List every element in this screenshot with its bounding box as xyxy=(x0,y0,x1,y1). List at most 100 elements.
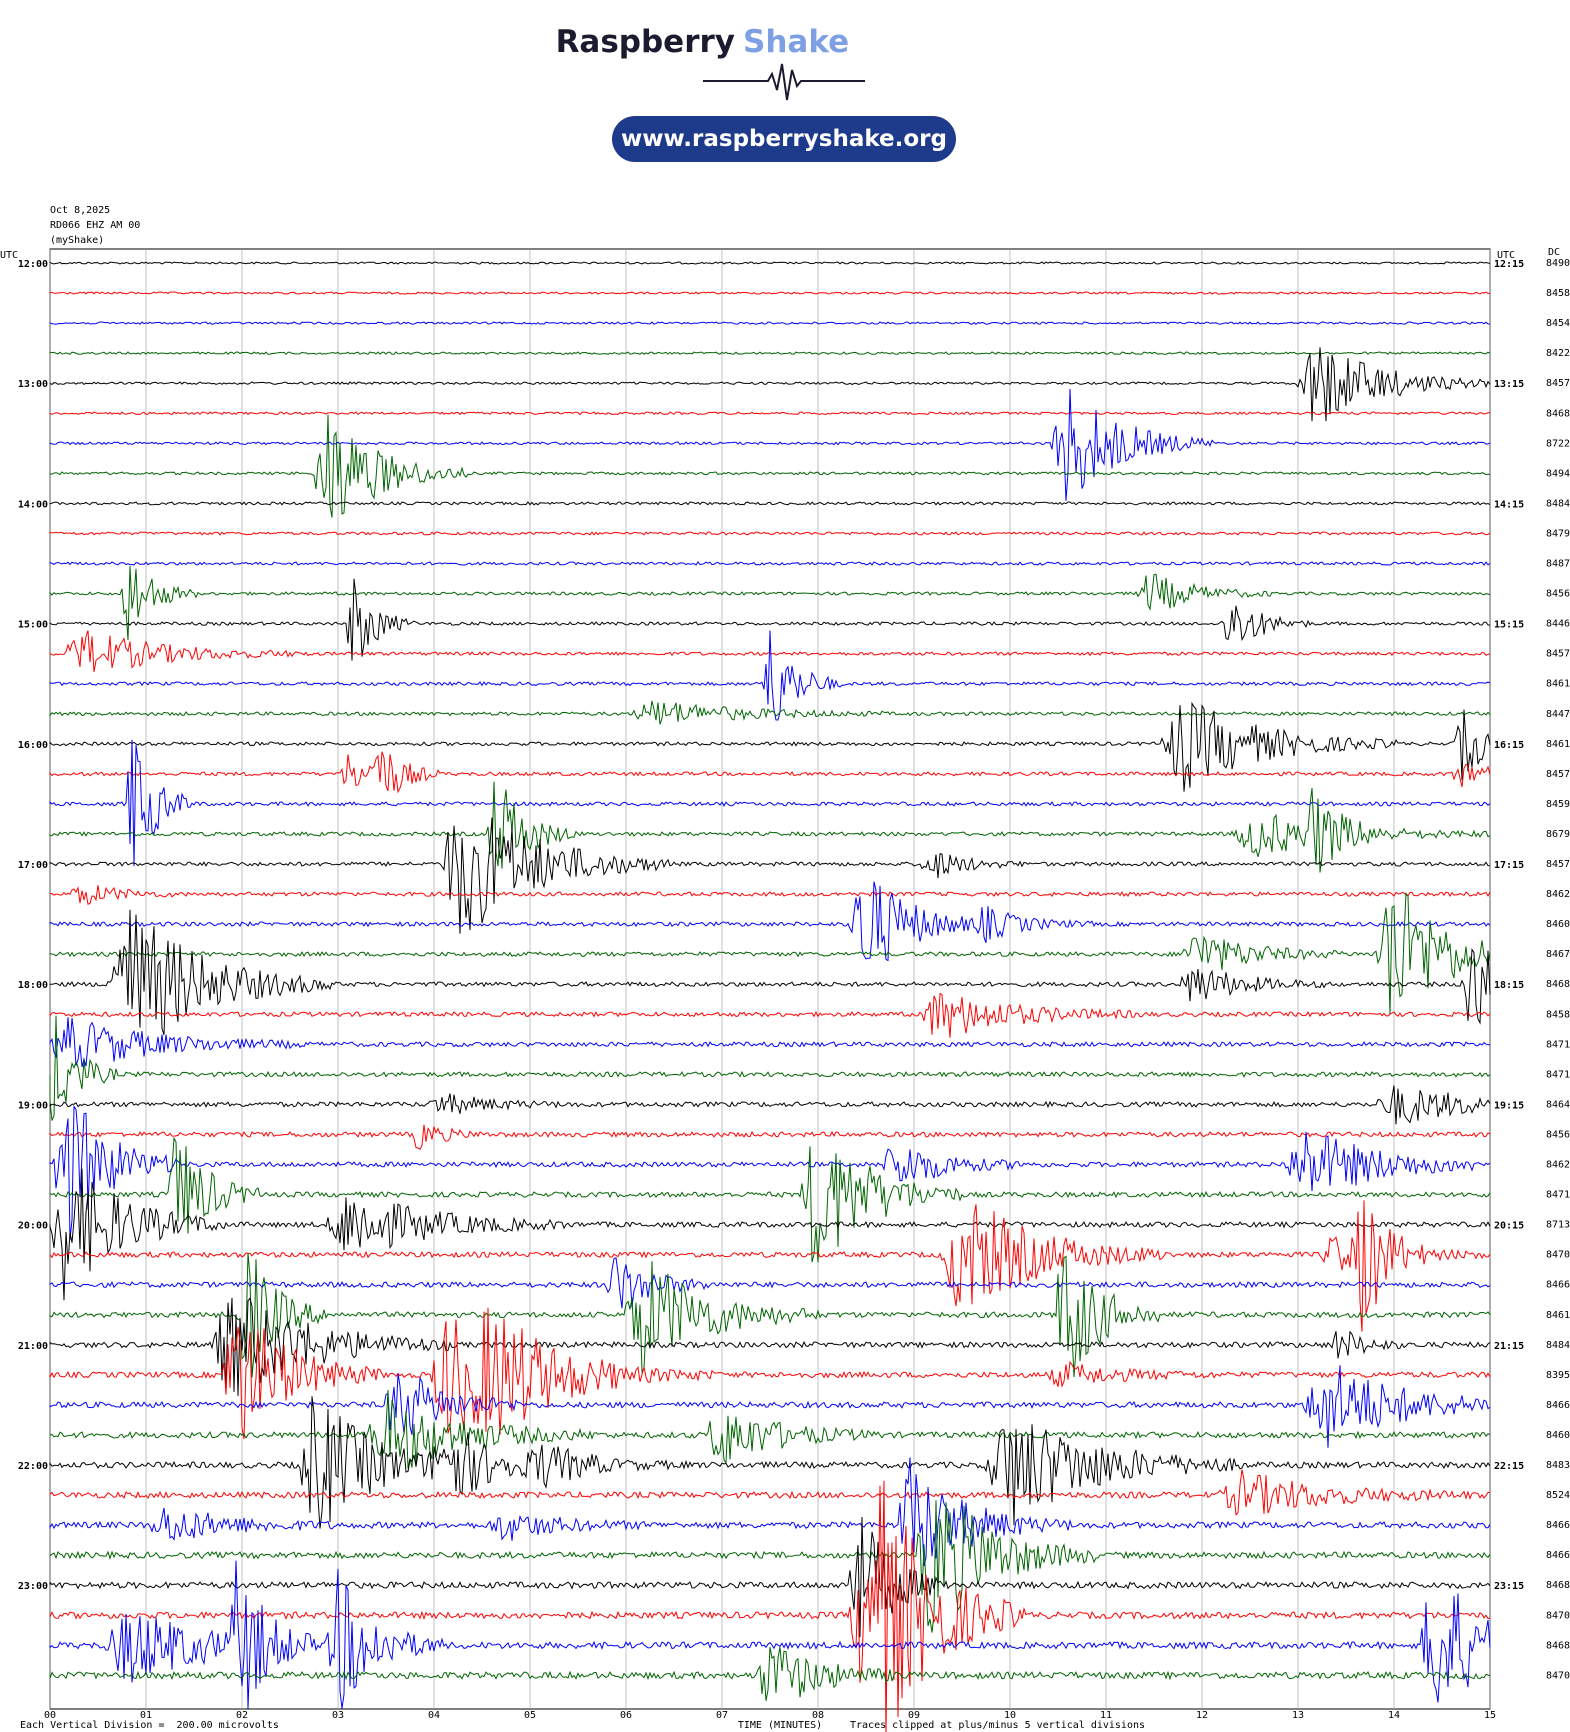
x-tick-label: 07 xyxy=(716,1710,728,1721)
dc-value: 8468 xyxy=(1546,408,1570,419)
dc-value: 8468 xyxy=(1546,979,1570,990)
time-label: 22:00 xyxy=(18,1461,48,1472)
dc-value: 8524 xyxy=(1546,1490,1570,1501)
dc-value: 8458 xyxy=(1546,1009,1570,1020)
time-label: 17:15 xyxy=(1494,860,1524,871)
x-tick-label: 11 xyxy=(1100,1710,1112,1721)
trace xyxy=(49,351,1491,356)
trace xyxy=(49,1297,1491,1396)
logo-brand: Raspberry xyxy=(556,24,735,60)
dc-value: 8462 xyxy=(1546,1160,1570,1171)
trace xyxy=(49,992,1491,1038)
trace xyxy=(49,1365,1491,1448)
dc-value: 8487 xyxy=(1546,559,1570,570)
x-tick-label: 08 xyxy=(812,1710,824,1721)
dc-value: 8679 xyxy=(1546,829,1570,840)
dc-value: 8466 xyxy=(1546,1400,1570,1411)
time-label: 17:00 xyxy=(18,860,48,871)
dc-value: 8460 xyxy=(1546,919,1570,930)
trace xyxy=(49,1516,1491,1638)
time-label: 21:00 xyxy=(18,1341,48,1352)
time-label: 14:15 xyxy=(1494,499,1524,510)
trace xyxy=(49,501,1491,506)
trace xyxy=(49,1015,1491,1121)
x-tick-label: 06 xyxy=(620,1710,632,1721)
time-label: 13:00 xyxy=(18,379,48,390)
logo-product: Shake xyxy=(743,24,849,60)
dc-value: 8458 xyxy=(1546,288,1570,299)
dc-value: 8484 xyxy=(1546,498,1570,509)
time-label: 23:15 xyxy=(1494,1581,1524,1592)
trace xyxy=(49,566,1491,641)
time-label: 14:00 xyxy=(18,499,48,510)
trace xyxy=(49,885,1491,905)
dc-value: 8466 xyxy=(1546,1280,1570,1291)
dc-value: 8468 xyxy=(1546,1640,1570,1651)
trace xyxy=(49,1480,1491,1732)
trace xyxy=(49,751,1491,794)
trace xyxy=(49,1104,1491,1240)
time-label: 23:00 xyxy=(18,1581,48,1592)
trace xyxy=(49,531,1491,536)
dc-value: 8471 xyxy=(1546,1190,1570,1201)
dc-value: 8447 xyxy=(1546,709,1570,720)
trace xyxy=(49,700,1491,725)
trace xyxy=(49,1168,1491,1301)
trace xyxy=(49,414,1491,518)
trace xyxy=(49,1252,1491,1378)
time-label: 15:15 xyxy=(1494,620,1524,631)
dc-value: 8395 xyxy=(1546,1370,1570,1381)
trace xyxy=(49,1396,1491,1529)
dc-value: 8484 xyxy=(1546,1340,1570,1351)
trace xyxy=(49,1017,1491,1068)
dc-value: 8479 xyxy=(1546,528,1570,539)
dc-value: 8468 xyxy=(1546,1580,1570,1591)
x-tick-label: 04 xyxy=(428,1710,440,1721)
dc-value: 8466 xyxy=(1546,1550,1570,1561)
dc-value: 8422 xyxy=(1546,348,1570,359)
dc-value: 8460 xyxy=(1546,1430,1570,1441)
x-tick-label: 15 xyxy=(1484,1710,1496,1721)
time-label: 18:00 xyxy=(18,980,48,991)
dc-value: 8470 xyxy=(1546,1610,1570,1621)
time-label: 16:15 xyxy=(1494,740,1524,751)
x-tick-label: 14 xyxy=(1388,1710,1400,1721)
x-tick-label: 02 xyxy=(236,1710,248,1721)
trace xyxy=(49,739,1491,867)
trace xyxy=(49,1469,1491,1516)
trace xyxy=(49,347,1491,422)
scale-note: Each Vertical Division = 200.00 microvol… xyxy=(20,1720,279,1731)
trace xyxy=(49,1646,1491,1701)
clip-note: Traces clipped at plus/minus 5 vertical … xyxy=(850,1720,1145,1731)
dc-value: 8490 xyxy=(1546,258,1570,269)
dc-value: 8456 xyxy=(1546,1129,1570,1140)
x-axis-title: TIME (MINUTES) xyxy=(738,1720,822,1731)
trace xyxy=(49,261,1491,265)
trace xyxy=(49,817,1491,934)
trace xyxy=(49,630,1491,721)
trace xyxy=(49,1136,1491,1263)
trace xyxy=(49,1256,1491,1309)
trace xyxy=(49,1307,1491,1440)
dc-value: 8446 xyxy=(1546,619,1570,630)
trace xyxy=(49,1390,1491,1469)
trace xyxy=(49,701,1491,792)
time-label: 21:15 xyxy=(1494,1341,1524,1352)
dc-value: 8464 xyxy=(1546,1099,1570,1110)
x-tick-label: 00 xyxy=(44,1710,56,1721)
station: RD066 EHZ AM 00 xyxy=(50,220,140,231)
trace xyxy=(49,561,1491,566)
time-label: 18:15 xyxy=(1494,980,1524,991)
x-tick-label: 03 xyxy=(332,1710,344,1721)
dc-header: DC xyxy=(1548,247,1560,258)
trace xyxy=(49,909,1491,1036)
time-label: 15:00 xyxy=(18,620,48,631)
url: www.raspberryshake.org xyxy=(621,126,947,152)
time-label: 22:15 xyxy=(1494,1461,1524,1472)
logo-wave xyxy=(703,63,865,101)
dc-value: 8459 xyxy=(1546,799,1570,810)
trace xyxy=(49,578,1491,661)
time-label: 12:00 xyxy=(18,259,48,270)
trace xyxy=(49,781,1491,873)
